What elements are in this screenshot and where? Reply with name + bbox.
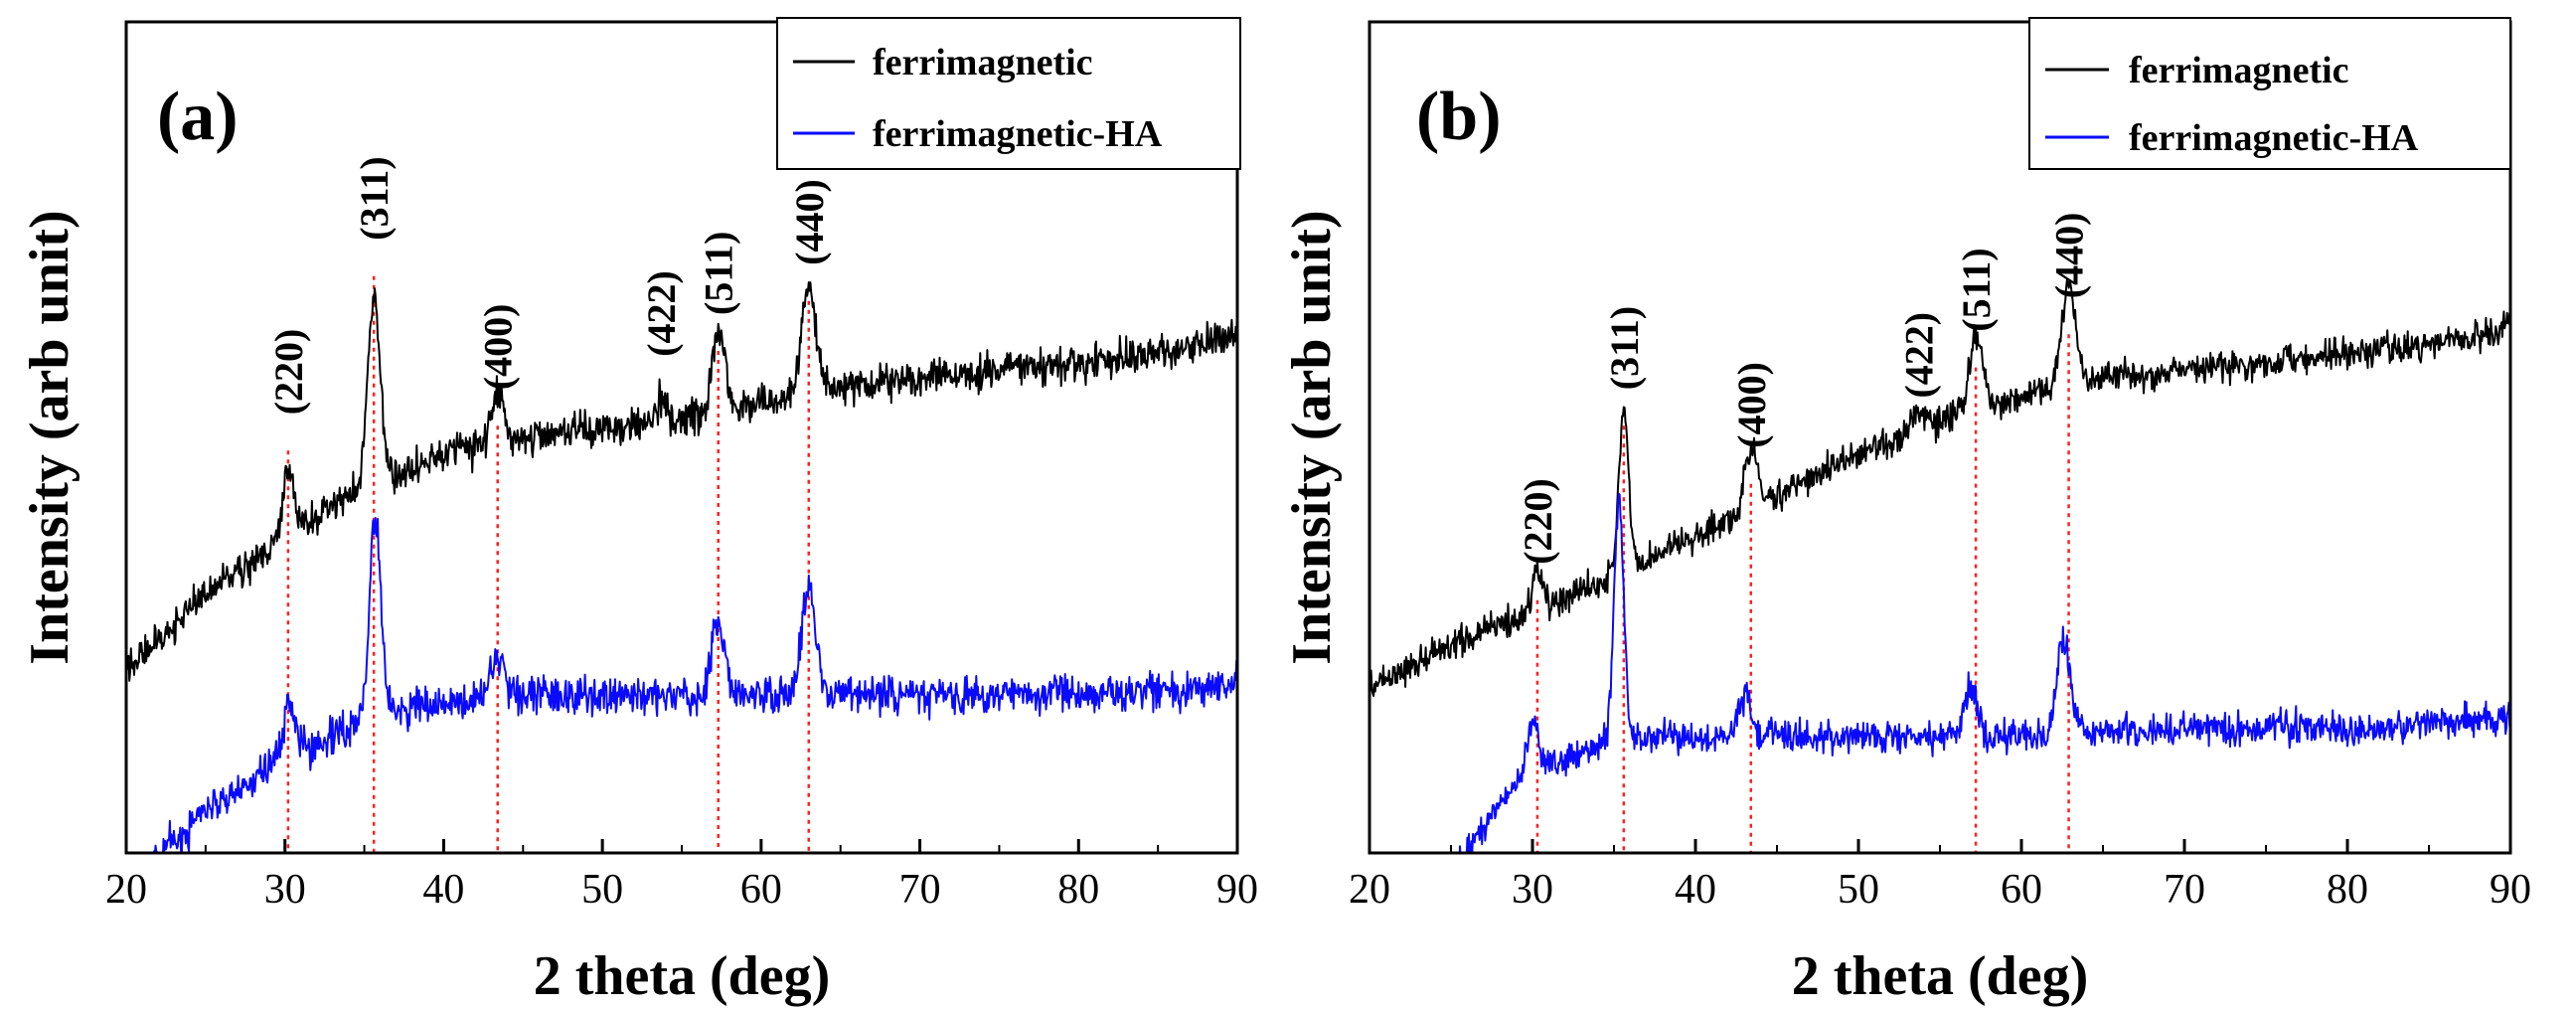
x-tick-label: 30 (264, 867, 306, 913)
x-axis-title: 2 theta (deg) (534, 945, 831, 1007)
peak-label: (220) (1516, 478, 1560, 565)
peak-label: (511) (1954, 248, 1999, 331)
x-tick-label: 40 (1675, 867, 1716, 913)
legend-label-ferrimagnetic-ha: ferrimagnetic-HA (2129, 117, 2419, 159)
peak-label: (400) (1729, 362, 1774, 448)
x-tick-label: 80 (1057, 867, 1099, 913)
x-tick-label: 90 (1216, 867, 1258, 913)
legend-label-ferrimagnetic: ferrimagnetic (873, 42, 1093, 84)
legend: ferrimagnetic ferrimagnetic-HA (776, 17, 1241, 170)
x-tick-label: 70 (2164, 867, 2205, 913)
legend-box (776, 17, 1241, 170)
x-tick-label: 40 (422, 867, 464, 913)
peak-label: (422) (1897, 312, 1942, 399)
x-tick-label: 20 (105, 867, 147, 913)
peak-label: (422) (639, 270, 684, 357)
legend-label-ferrimagnetic-ha: ferrimagnetic-HA (873, 113, 1163, 155)
chart-panel-b: 20 30 40 50 60 70 80 90 (220) (311) (400) (422) (51… (1281, 17, 2531, 1007)
x-tick-label: 50 (581, 867, 623, 913)
legend-label-ferrimagnetic: ferrimagnetic (2129, 50, 2349, 91)
x-tick-label: 70 (899, 867, 941, 913)
peak-label: (311) (1602, 306, 1647, 390)
panel-label: (a) (157, 79, 239, 155)
y-axis-title: Intensity (arb unit) (19, 210, 80, 664)
x-tick-label: 90 (2490, 867, 2531, 913)
chart-panel-a: 20 30 40 50 60 70 80 90 (220) (311) (400) (422) (51… (19, 17, 1258, 1007)
peak-label: (440) (2047, 213, 2092, 299)
series-line-ferrimagnetic-ha (152, 517, 1237, 853)
peak-label: (311) (352, 156, 397, 240)
series-line-ferrimagnetic-ha (1458, 493, 2510, 853)
peak-label: (511) (697, 232, 741, 315)
x-tick-label: 60 (2001, 867, 2042, 913)
y-axis-title: Intensity (arb unit) (1281, 210, 1343, 664)
legend-box (2028, 17, 2511, 170)
peak-label: (220) (266, 329, 311, 416)
panel-label: (b) (1416, 79, 1502, 155)
series-line-ferrimagnetic (1369, 278, 2510, 697)
x-tick-label: 20 (1349, 867, 1390, 913)
x-tick-label: 30 (1512, 867, 1553, 913)
peak-label: (440) (787, 179, 832, 265)
peak-label: (400) (476, 304, 521, 391)
x-tick-label: 80 (2327, 867, 2368, 913)
x-axis-title: 2 theta (deg) (1792, 945, 2089, 1007)
x-tick-label: 60 (740, 867, 782, 913)
series-line-ferrimagnetic (126, 281, 1237, 682)
legend: ferrimagnetic ferrimagnetic-HA (2028, 17, 2511, 170)
x-tick-label: 50 (1838, 867, 1879, 913)
